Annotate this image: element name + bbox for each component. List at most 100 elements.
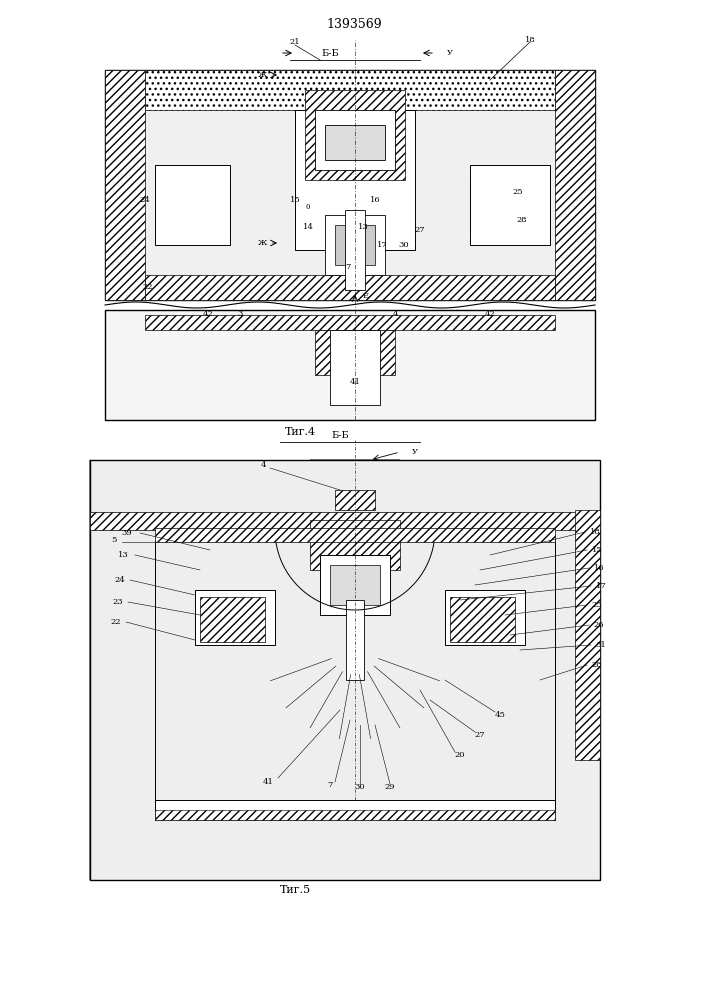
Text: 15: 15 bbox=[290, 196, 300, 204]
Text: 23: 23 bbox=[112, 598, 123, 606]
Bar bbox=[330, 330, 380, 405]
Text: 15: 15 bbox=[592, 546, 602, 554]
Text: 18: 18 bbox=[525, 36, 535, 44]
Circle shape bbox=[207, 334, 223, 350]
Text: 26: 26 bbox=[594, 621, 604, 629]
Text: 3: 3 bbox=[238, 310, 243, 318]
Bar bbox=[305, 90, 405, 180]
Text: 13: 13 bbox=[358, 223, 368, 231]
Text: 0: 0 bbox=[305, 203, 310, 211]
Polygon shape bbox=[310, 460, 400, 510]
Text: 42: 42 bbox=[484, 310, 496, 318]
Bar bbox=[175, 180, 230, 230]
Text: 17: 17 bbox=[377, 241, 387, 249]
Bar bbox=[295, 110, 415, 250]
Text: 25: 25 bbox=[513, 188, 523, 196]
Bar bbox=[90, 460, 600, 880]
Text: 5: 5 bbox=[111, 536, 117, 544]
Text: 24: 24 bbox=[139, 196, 151, 204]
Bar bbox=[330, 565, 380, 605]
Text: 27: 27 bbox=[474, 731, 485, 739]
Text: E: E bbox=[363, 292, 369, 300]
Text: Ж: Ж bbox=[258, 71, 268, 79]
Bar bbox=[155, 165, 230, 245]
Circle shape bbox=[223, 563, 237, 577]
Text: 18: 18 bbox=[590, 528, 600, 536]
Bar bbox=[335, 225, 375, 265]
Text: Б-Б: Б-Б bbox=[321, 48, 339, 57]
Bar bbox=[555, 70, 595, 300]
Text: 22: 22 bbox=[143, 283, 153, 291]
Bar bbox=[200, 597, 265, 642]
Text: 27: 27 bbox=[415, 226, 426, 234]
Bar bbox=[105, 310, 595, 420]
Bar bbox=[105, 70, 595, 300]
Text: 24: 24 bbox=[115, 576, 125, 584]
Text: 45: 45 bbox=[495, 711, 506, 719]
Bar bbox=[346, 600, 364, 680]
Circle shape bbox=[300, 595, 410, 705]
Text: 28: 28 bbox=[592, 661, 602, 669]
Text: 22: 22 bbox=[111, 618, 121, 626]
Bar bbox=[470, 180, 525, 230]
Text: 7: 7 bbox=[345, 263, 351, 271]
Text: 1393569: 1393569 bbox=[326, 18, 382, 31]
Bar bbox=[325, 215, 385, 275]
Text: 42: 42 bbox=[203, 310, 214, 318]
Text: 41: 41 bbox=[349, 378, 361, 386]
Bar bbox=[155, 810, 555, 820]
Circle shape bbox=[472, 562, 508, 598]
Text: Б-Б: Б-Б bbox=[331, 432, 349, 440]
Text: 16: 16 bbox=[370, 196, 380, 204]
Circle shape bbox=[482, 334, 498, 350]
Text: Τиг.4: Τиг.4 bbox=[284, 427, 315, 437]
Bar bbox=[470, 165, 550, 245]
Text: 20: 20 bbox=[455, 751, 465, 759]
Bar bbox=[450, 597, 515, 642]
Bar bbox=[105, 70, 145, 300]
Bar bbox=[90, 512, 600, 530]
Bar bbox=[155, 800, 555, 820]
Text: У: У bbox=[447, 49, 453, 57]
Circle shape bbox=[330, 625, 380, 675]
Text: 17: 17 bbox=[595, 582, 607, 590]
Text: Ж: Ж bbox=[258, 239, 268, 247]
Bar bbox=[575, 510, 600, 760]
Text: 29: 29 bbox=[385, 783, 395, 791]
Bar bbox=[155, 528, 555, 542]
Bar bbox=[345, 210, 365, 290]
Bar bbox=[315, 110, 395, 170]
Bar bbox=[210, 595, 270, 615]
Text: 16: 16 bbox=[594, 564, 604, 572]
Text: 7: 7 bbox=[327, 781, 333, 789]
Text: 30: 30 bbox=[399, 241, 409, 249]
Text: 4: 4 bbox=[260, 461, 266, 469]
Bar bbox=[315, 330, 395, 375]
Circle shape bbox=[468, 320, 512, 364]
Text: 21: 21 bbox=[290, 38, 300, 46]
Text: 14: 14 bbox=[303, 223, 313, 231]
Bar bbox=[335, 490, 375, 510]
Bar bbox=[145, 315, 555, 330]
Text: 39: 39 bbox=[122, 529, 132, 537]
Circle shape bbox=[212, 552, 248, 588]
Text: 28: 28 bbox=[517, 216, 527, 224]
Text: 30: 30 bbox=[355, 783, 366, 791]
Text: 31: 31 bbox=[595, 641, 607, 649]
Text: 41: 41 bbox=[262, 778, 274, 786]
Circle shape bbox=[483, 573, 497, 587]
Bar bbox=[145, 275, 555, 300]
Bar bbox=[310, 520, 400, 570]
Text: Τиг.5: Τиг.5 bbox=[279, 885, 310, 895]
Bar bbox=[445, 590, 525, 645]
Bar bbox=[445, 595, 505, 615]
Polygon shape bbox=[90, 460, 600, 530]
Bar bbox=[325, 125, 385, 160]
Bar bbox=[195, 590, 275, 645]
Circle shape bbox=[193, 320, 237, 364]
Text: 13: 13 bbox=[117, 551, 129, 559]
Bar bbox=[145, 70, 555, 110]
Polygon shape bbox=[90, 460, 140, 880]
Text: 4: 4 bbox=[392, 310, 398, 318]
Bar bbox=[320, 555, 390, 615]
